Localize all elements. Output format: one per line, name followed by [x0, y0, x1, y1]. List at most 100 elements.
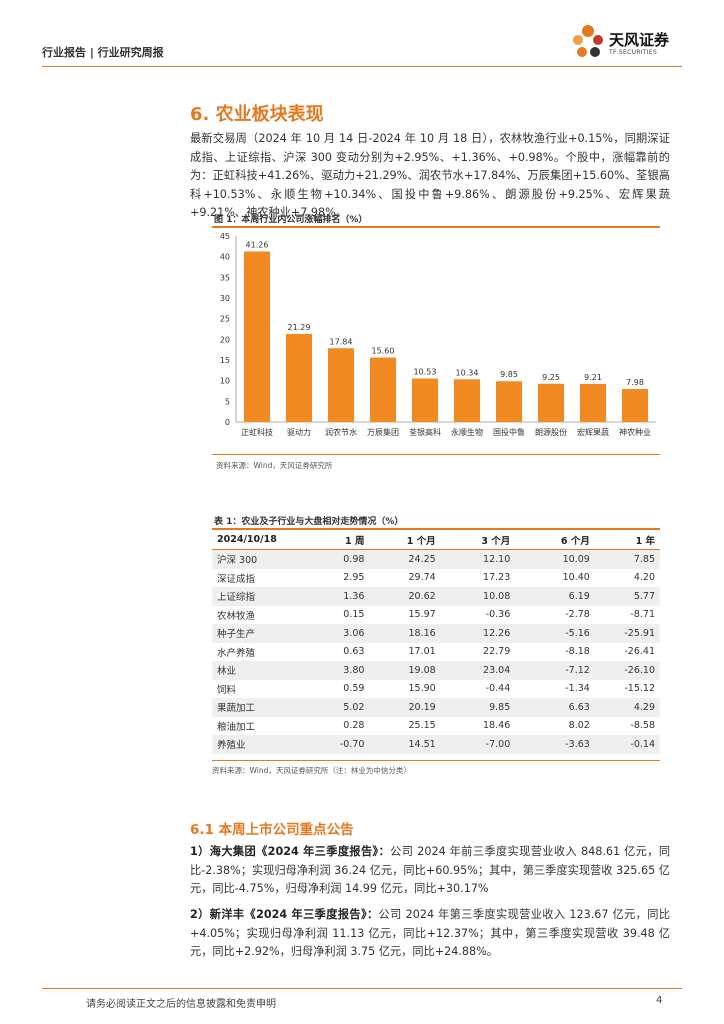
table-cell-1y: -15.12	[624, 683, 655, 695]
category-label: 荃银高科	[409, 427, 441, 437]
bar	[453, 379, 481, 422]
table-row: 饲料 0.59 15.90 -0.44 -1.34 -15.12	[212, 680, 660, 699]
bar	[411, 378, 439, 422]
table-cell-3m: 9.85	[440, 698, 516, 717]
table-cell-1m: 20.19	[369, 698, 441, 717]
category-label: 万辰集团	[367, 427, 399, 437]
table-cell-1w: 1.36	[313, 587, 370, 606]
category-label: 神农种业	[619, 427, 651, 437]
table-cell-1m: 19.08	[369, 661, 441, 680]
table-cell-1y: -25.91	[594, 624, 660, 643]
bar-data-label: 10.34	[456, 368, 479, 377]
bar-data-label: 41.26	[246, 240, 269, 249]
announcement-1-lead: 1）海大集团《2024 年三季度报告》：	[190, 845, 391, 858]
table-title: 表 1：农业及子行业与大盘相对走势情况（%）	[214, 517, 404, 527]
y-tick-label: 10	[220, 377, 230, 386]
table-cell-1w: 3.80	[313, 661, 370, 680]
announcement-1-text: 公司 2024 年前三季度实现营业收入 848.61 亿元，同比-2.38%；实…	[190, 845, 671, 895]
bar	[621, 389, 649, 422]
figure-title: 图 1：本周行业内公司涨幅排名（%）	[214, 215, 368, 225]
logo-flower-icon	[573, 25, 603, 57]
table-header-row: 2024/10/18 1 周 1 个月 3 个月 6 个月 1 年	[212, 530, 660, 550]
table-cell-1y: -26.10	[594, 661, 660, 680]
table-cell-3m: -0.44	[485, 683, 511, 695]
bar	[243, 251, 271, 422]
table-cell-6m: 10.40	[562, 572, 590, 584]
table-cell-6m: 10.09	[515, 549, 595, 569]
header-divider	[42, 66, 682, 67]
bar-data-label: 9.21	[584, 373, 602, 382]
table-cell-6m: 6.63	[515, 698, 595, 717]
category-label: 朗源股份	[535, 427, 567, 437]
bar-data-label: 21.29	[288, 323, 311, 332]
table-row-label: 种子生产	[212, 624, 314, 643]
table-cell-1y: -26.41	[624, 646, 655, 658]
table-cell-1w: 0.59	[343, 683, 365, 695]
bar	[537, 383, 565, 422]
table-cell-6m: -7.12	[515, 661, 595, 680]
table-cell-1y: 5.77	[594, 587, 660, 606]
table-row: 上证综指 1.36 20.62 10.08 6.19 5.77	[212, 587, 660, 606]
section-title: 6. 农业板块表现	[190, 104, 324, 125]
bar-data-label: 9.85	[500, 370, 518, 379]
table-row-label: 林业	[212, 661, 314, 680]
bar-data-label: 15.60	[372, 347, 395, 356]
table-cell-1m: 17.01	[408, 646, 436, 658]
table-cell-3m: 22.79	[483, 646, 511, 658]
table-row: 粮油加工 0.28 25.15 18.46 8.02 -8.58	[212, 717, 660, 736]
table-row: 沪深 300 0.98 24.25 12.10 10.09 7.85	[212, 549, 660, 569]
table-cell-3m: 17.23	[483, 572, 511, 584]
table-cell-1y: -8.71	[630, 609, 655, 621]
y-tick-label: 25	[220, 315, 230, 324]
y-tick-label: 45	[220, 232, 230, 241]
table-cell-6m: 6.19	[515, 587, 595, 606]
table-header-3m: 3 个月	[440, 530, 516, 550]
figure-source: 资料来源：Wind，天风证券研究所	[216, 461, 333, 470]
table-cell-1m: 15.97	[408, 609, 436, 621]
table-cell-6m: -5.16	[515, 624, 595, 643]
footer-disclaimer: 请务必阅读正文之后的信息披露和免责申明	[86, 999, 276, 1010]
table-row-label: 深证成指	[217, 573, 256, 585]
table-cell-3m: -0.36	[485, 609, 511, 621]
page-number: 4	[656, 995, 663, 1006]
y-tick-label: 30	[220, 294, 230, 303]
bar	[285, 334, 313, 422]
section-paragraph: 最新交易周（2024 年 10 月 14 日-2024 年 10 月 18 日）…	[190, 132, 670, 219]
table-cell-1m: 15.90	[408, 683, 436, 695]
table-bottom-rule	[212, 760, 660, 761]
table-cell-1y: -8.58	[630, 720, 655, 732]
table-cell-3m: 12.26	[440, 624, 516, 643]
table-cell-1w: -0.70	[313, 735, 370, 754]
announcement-2-lead: 2）新洋丰《2024 年三季度报告》：	[190, 908, 379, 921]
table-row: 水产养殖 0.63 17.01 22.79 -8.18 -26.41	[212, 643, 660, 662]
category-label: 驱动力	[287, 427, 311, 437]
bar	[579, 383, 607, 422]
table-header-1y: 1 年	[594, 530, 660, 550]
category-label: 永顺生物	[451, 427, 483, 437]
table-cell-1m: 18.16	[369, 624, 441, 643]
table-row-label: 饲料	[217, 684, 237, 696]
table-cell-3m: -7.00	[440, 735, 516, 754]
table-row-label: 果蔬加工	[212, 698, 314, 717]
table-cell-6m: -3.63	[515, 735, 595, 754]
figure-bottom-rule	[212, 454, 660, 455]
logo-name-en: TF SECURITIES	[609, 49, 658, 56]
table-cell-3m: 10.08	[440, 587, 516, 606]
table-cell-1m: 24.25	[369, 549, 441, 569]
table-source: 资料来源：Wind，天风证券研究所（注：林业为中信分类）	[212, 766, 411, 775]
table-row-label: 沪深 300	[212, 549, 314, 569]
bar-data-label: 17.84	[330, 337, 353, 346]
bar-data-label: 9.25	[542, 373, 560, 382]
category-label: 国投中鲁	[493, 427, 525, 437]
table-row: 林业 3.80 19.08 23.04 -7.12 -26.10	[212, 661, 660, 680]
table-cell-1w: 5.02	[313, 698, 370, 717]
table-row-label: 农林牧渔	[217, 610, 256, 622]
table-row-label: 上证综指	[212, 587, 314, 606]
bar-data-label: 7.98	[626, 378, 644, 387]
table-row: 果蔬加工 5.02 20.19 9.85 6.63 4.29	[212, 698, 660, 717]
bar	[495, 381, 523, 422]
table-cell-1w: 0.63	[343, 646, 365, 658]
table-cell-3m: 18.46	[483, 720, 511, 732]
table-row-label: 水产养殖	[217, 647, 256, 659]
bar-data-label: 10.53	[414, 367, 437, 376]
